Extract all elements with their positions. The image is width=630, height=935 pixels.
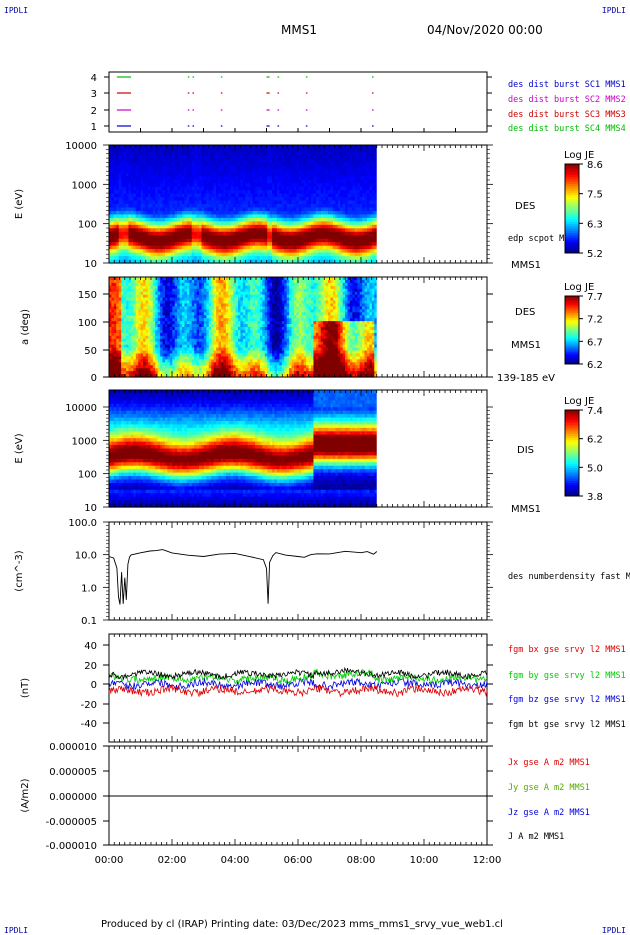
legend-3: des dist burst SC3 MMS3	[508, 110, 626, 120]
y-tick-label: 10	[84, 259, 97, 270]
des-energy-sc: MMS1	[511, 260, 541, 271]
y-tick-label: 2	[91, 106, 97, 117]
colorbar-tick-label: 5.2	[587, 249, 603, 260]
des-pitch-cells	[109, 277, 377, 378]
legend-4: des dist burst SC4 MMS4	[508, 124, 626, 134]
legend-2: des dist burst SC2 MMS2	[508, 95, 626, 105]
des-energy-label: DES	[515, 201, 535, 212]
colorbar-tick-label: 7.5	[587, 190, 603, 201]
y-tick-label: 3	[91, 89, 97, 100]
colorbar-tick-label: 8.6	[587, 160, 603, 171]
y-tick-label: 100	[78, 220, 97, 231]
colorbar-tick-label: 6.3	[587, 219, 603, 230]
burst-frame	[109, 72, 487, 132]
des-energy-ylabel: E (eV)	[14, 189, 25, 219]
y-tick-label: 10000	[65, 141, 97, 152]
y-tick-label: 1000	[72, 180, 97, 191]
des-energy-cells	[109, 145, 377, 264]
no-data	[377, 145, 487, 263]
y-tick-label: 4	[91, 73, 97, 84]
legend-1: des dist burst SC1 MMS1	[508, 80, 626, 90]
y-tick-label: 1	[91, 122, 97, 133]
